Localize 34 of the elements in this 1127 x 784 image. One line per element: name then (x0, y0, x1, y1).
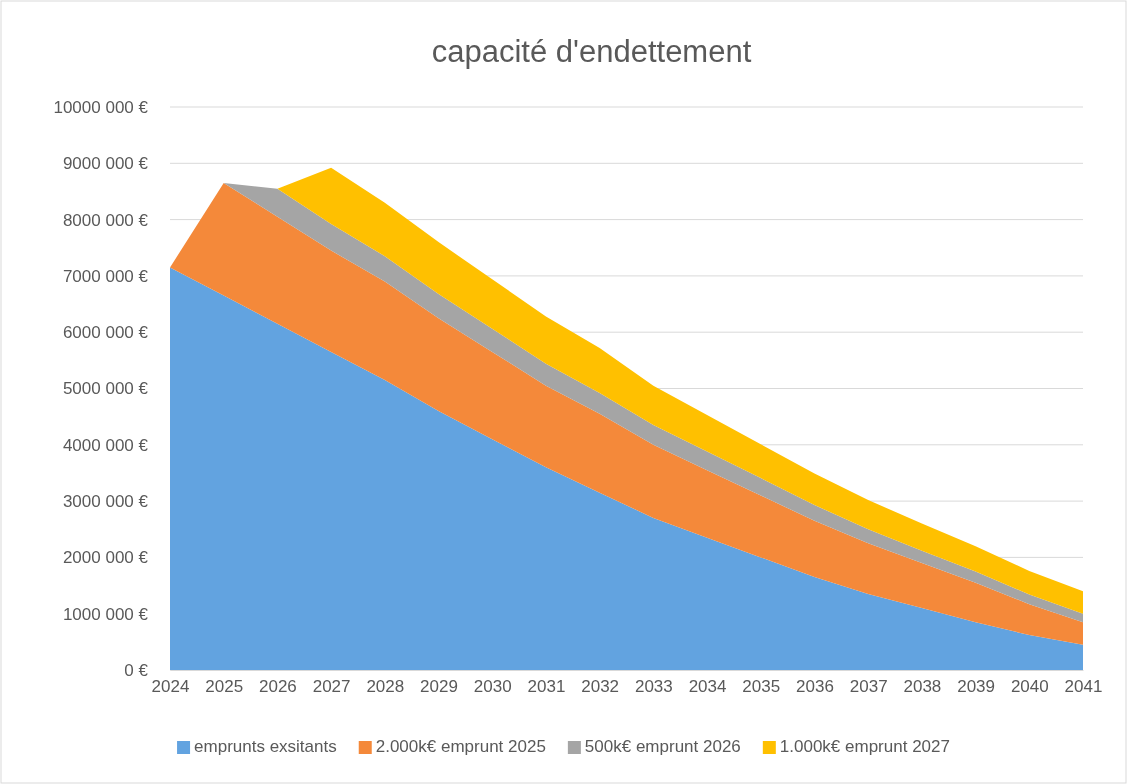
y-tick-label: 10000 000 € (53, 97, 149, 117)
x-tick-label: 2038 (903, 677, 942, 697)
y-tick-label: 0 € (124, 660, 149, 680)
legend-label: 1.000k€ emprunt 2027 (779, 737, 950, 756)
x-tick-label: 2040 (1010, 677, 1049, 697)
x-tick-label: 2033 (634, 677, 673, 697)
y-tick-label: 2000 000 € (62, 548, 149, 568)
y-tick-label: 6000 000 € (62, 323, 149, 343)
y-tick-label: 8000 000 € (62, 210, 149, 230)
x-tick-label: 2034 (688, 677, 727, 697)
x-tick-label: 2029 (420, 677, 458, 697)
x-tick-label: 2027 (312, 677, 351, 697)
x-tick-label: 2035 (742, 677, 781, 697)
y-tick-label: 5000 000 € (62, 379, 149, 399)
legend-label: 500k€ emprunt 2026 (584, 737, 741, 756)
x-tick-label: 2030 (473, 677, 512, 697)
legend-label: emprunts exsitants (194, 737, 337, 756)
y-tick-label: 7000 000 € (62, 266, 149, 286)
x-tick-label: 2032 (581, 677, 620, 697)
x-tick-label: 2036 (796, 677, 834, 697)
x-tick-label: 2028 (366, 677, 405, 697)
y-tick-label: 4000 000 € (62, 435, 149, 455)
x-tick-label: 2025 (205, 677, 244, 697)
x-tick-label: 2026 (259, 677, 297, 697)
y-tick-label: 1000 000 € (62, 604, 149, 624)
x-tick-label: 2041 (1064, 677, 1103, 697)
y-tick-label: 9000 000 € (62, 154, 149, 174)
chart-title: capacité d'endettement (431, 34, 752, 69)
x-tick-label: 2031 (527, 677, 566, 697)
legend-label: 2.000k€ emprunt 2025 (375, 737, 546, 756)
x-tick-label: 2024 (151, 677, 190, 697)
x-tick-label: 2037 (849, 677, 888, 697)
x-tick-label: 2039 (957, 677, 995, 697)
y-tick-label: 3000 000 € (62, 492, 149, 512)
